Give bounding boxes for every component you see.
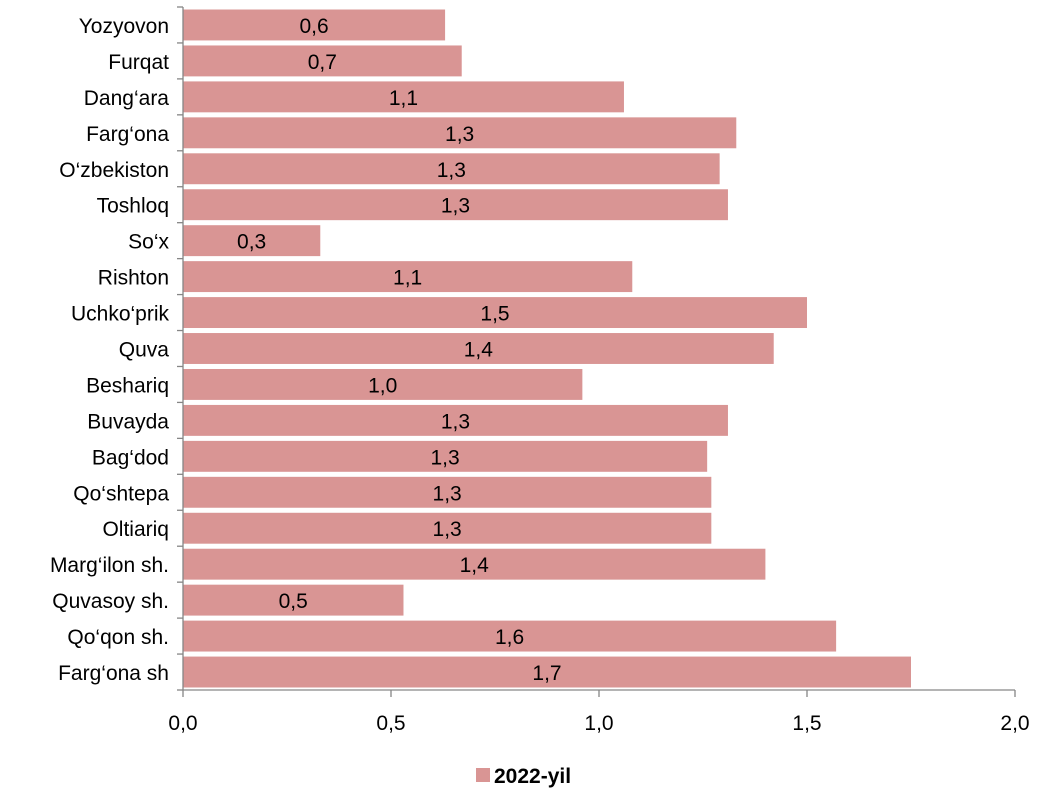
- category-label: Uchko‘prik: [71, 303, 170, 326]
- data-label: 1,3: [441, 195, 470, 218]
- category-label: Beshariq: [86, 374, 169, 397]
- category-label: Farg‘ona: [86, 123, 169, 146]
- bar: [183, 333, 774, 364]
- category-label: Qo‘shtepa: [73, 482, 169, 505]
- data-label: 1,3: [445, 123, 474, 146]
- bar: [183, 584, 404, 616]
- bar: [183, 656, 911, 688]
- data-label: 1,3: [441, 410, 470, 433]
- category-label: O‘zbekiston: [59, 159, 169, 182]
- bar: [183, 297, 807, 329]
- data-label: 1,3: [437, 159, 466, 182]
- bar: [183, 476, 712, 508]
- category-label: Marg‘ilon sh.: [50, 554, 169, 577]
- bar: [183, 225, 321, 257]
- data-label: 1,1: [389, 87, 418, 110]
- x-tick-label: 1,0: [584, 712, 613, 735]
- legend-swatch: [476, 768, 490, 782]
- category-label: Oltiariq: [102, 518, 169, 541]
- bar: [183, 153, 720, 185]
- bar: [183, 81, 624, 113]
- bar: [183, 368, 583, 400]
- category-label: Furqat: [108, 51, 169, 74]
- bar: [183, 189, 728, 221]
- data-label: 1,3: [433, 518, 462, 541]
- data-label: 1,1: [393, 267, 422, 290]
- data-label: 1,3: [430, 446, 459, 469]
- data-label: 0,6: [299, 15, 328, 38]
- data-label: 1,7: [532, 662, 561, 685]
- data-label: 0,3: [237, 231, 266, 254]
- data-label: 0,5: [279, 590, 308, 613]
- bar: [183, 261, 633, 293]
- x-tick-label: 0,0: [168, 712, 197, 735]
- category-label: Rishton: [98, 267, 169, 290]
- data-label: 1,4: [460, 554, 490, 577]
- bar: [183, 440, 708, 472]
- x-tick-label: 2,0: [1000, 712, 1029, 735]
- legend-label: 2022-yil: [494, 765, 571, 788]
- category-label: Dang‘ara: [84, 87, 170, 110]
- data-label: 1,6: [495, 626, 524, 649]
- category-label: Farg‘ona sh: [58, 662, 169, 685]
- bar: [183, 620, 837, 652]
- data-label: 1,5: [480, 303, 509, 326]
- category-label: Qo‘qon sh.: [67, 626, 169, 649]
- category-label: Bag‘dod: [92, 446, 169, 469]
- category-label: Buvayda: [87, 410, 169, 433]
- x-tick-label: 0,5: [376, 712, 405, 735]
- category-label: Quva: [119, 339, 170, 362]
- data-label: 1,0: [368, 374, 397, 397]
- category-label: Quvasoy sh.: [52, 590, 169, 613]
- bar: [183, 512, 712, 544]
- category-label: Toshloq: [97, 195, 169, 218]
- bar: [183, 404, 728, 436]
- category-label: Yozyovon: [79, 15, 169, 38]
- bar: [183, 9, 446, 41]
- category-label: So‘x: [128, 231, 169, 254]
- data-label: 0,7: [308, 51, 337, 74]
- legend: 2022-yil: [476, 765, 571, 788]
- x-tick-label: 1,5: [792, 712, 821, 735]
- data-label: 1,3: [433, 482, 462, 505]
- bar: [183, 45, 462, 77]
- bar: [183, 548, 766, 580]
- bar: [183, 117, 737, 149]
- data-label: 1,4: [464, 339, 494, 362]
